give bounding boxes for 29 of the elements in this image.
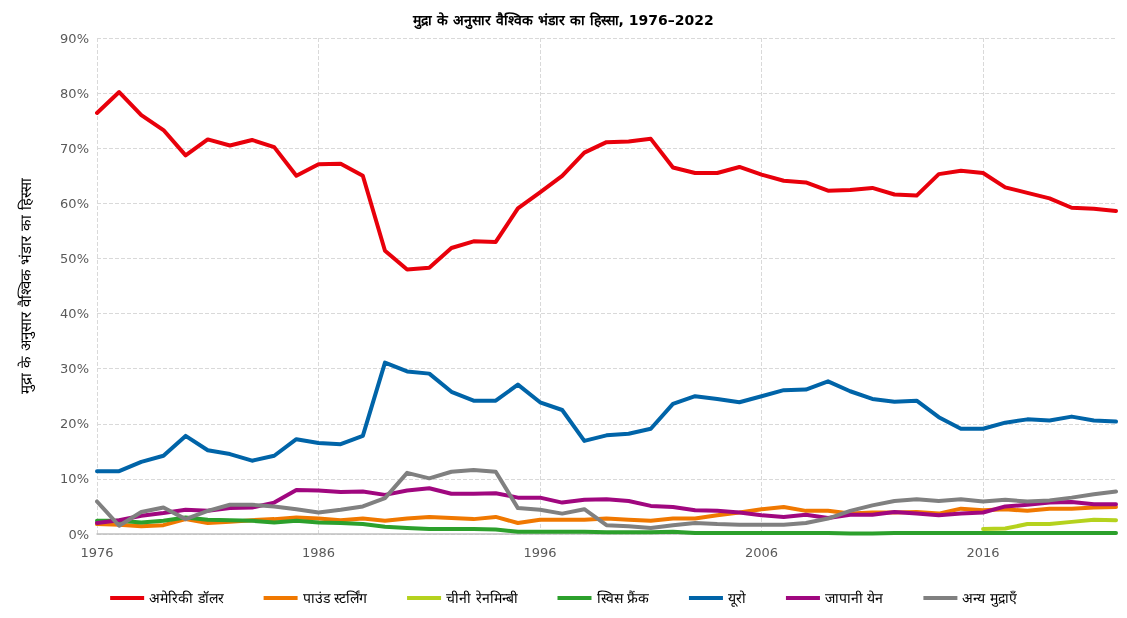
y-tick-label: 40%	[60, 306, 89, 322]
x-tick-label: 1986	[301, 545, 336, 560]
line-series	[981, 517, 1118, 532]
line-series	[95, 468, 1118, 530]
x-tick-label: 2016	[966, 545, 1000, 560]
x-tick-label: 1996	[523, 545, 557, 560]
legend-label: अमेरिकी डॉलर	[149, 590, 224, 606]
y-tick-label: 10%	[60, 471, 89, 487]
y-tick-label: 80%	[60, 85, 89, 101]
y-tick-label: 60%	[60, 195, 89, 211]
legend-label: चीनी रेनमिन्बी	[446, 590, 518, 606]
y-tick-label: 20%	[60, 416, 89, 432]
y-axis-title: मुद्रा के अनुसार वैश्विक भंडार का हिस्सा	[16, 177, 36, 394]
legend-label: अन्य मुद्राएँ	[962, 590, 1017, 607]
chart-title: मुद्रा के अनुसार वैश्विक भंडार का हिस्सा, 1976–2022	[412, 12, 714, 30]
x-tick-label: 1976	[80, 545, 114, 560]
legend-label: स्विस फ्रैंक	[596, 590, 649, 606]
y-tick-label: 30%	[60, 361, 89, 377]
line-series	[95, 360, 1118, 474]
legend-label: जापानी येन	[824, 590, 884, 606]
legend-label: यूरो	[727, 590, 746, 607]
y-tick-label: 90%	[60, 30, 89, 46]
y-tick-label: 50%	[60, 250, 89, 266]
line-series	[95, 90, 1118, 272]
y-tick-label: 70%	[60, 140, 89, 156]
y-tick-label: 0%	[68, 526, 89, 542]
x-tick-label: 2006	[745, 545, 779, 560]
legend-label: पाउंड स्टर्लिंग	[302, 590, 369, 606]
line-series	[95, 486, 1118, 525]
